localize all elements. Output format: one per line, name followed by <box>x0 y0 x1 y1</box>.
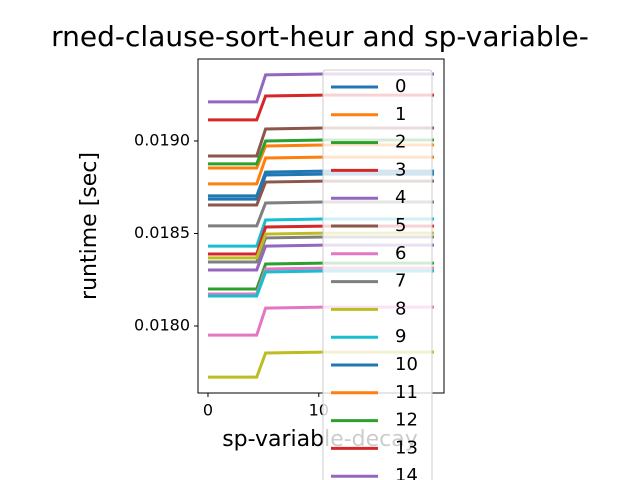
legend-label: 9 <box>395 326 406 347</box>
y-tick-label: 0.0180 <box>134 316 190 335</box>
y-tick-label: 0.0190 <box>134 130 190 149</box>
y-tick-label: 0.0185 <box>134 223 190 242</box>
legend-label: 12 <box>395 410 418 431</box>
x-tick-label: 0 <box>203 401 213 420</box>
legend-label: 5 <box>395 215 406 236</box>
legend-label: 2 <box>395 132 406 153</box>
chart-title: rned-clause-sort-heur and sp-variable- <box>51 20 589 53</box>
legend-label: 7 <box>395 271 406 292</box>
legend-label: 13 <box>395 437 418 458</box>
legend-label: 3 <box>395 159 406 180</box>
legend-label: 14 <box>395 465 418 480</box>
y-axis-label: runtime [sec] <box>77 152 102 300</box>
legend-label: 11 <box>395 382 418 403</box>
legend-label: 8 <box>395 298 406 319</box>
axes-frame <box>197 58 445 394</box>
legend-label: 10 <box>395 354 418 375</box>
legend-label: 6 <box>395 243 406 264</box>
legend-box <box>322 69 433 480</box>
legend-label: 0 <box>395 76 406 97</box>
legend-label: 1 <box>395 104 406 125</box>
legend-label: 4 <box>395 187 406 208</box>
legend: 012345678910111213141516171819 <box>322 69 433 480</box>
